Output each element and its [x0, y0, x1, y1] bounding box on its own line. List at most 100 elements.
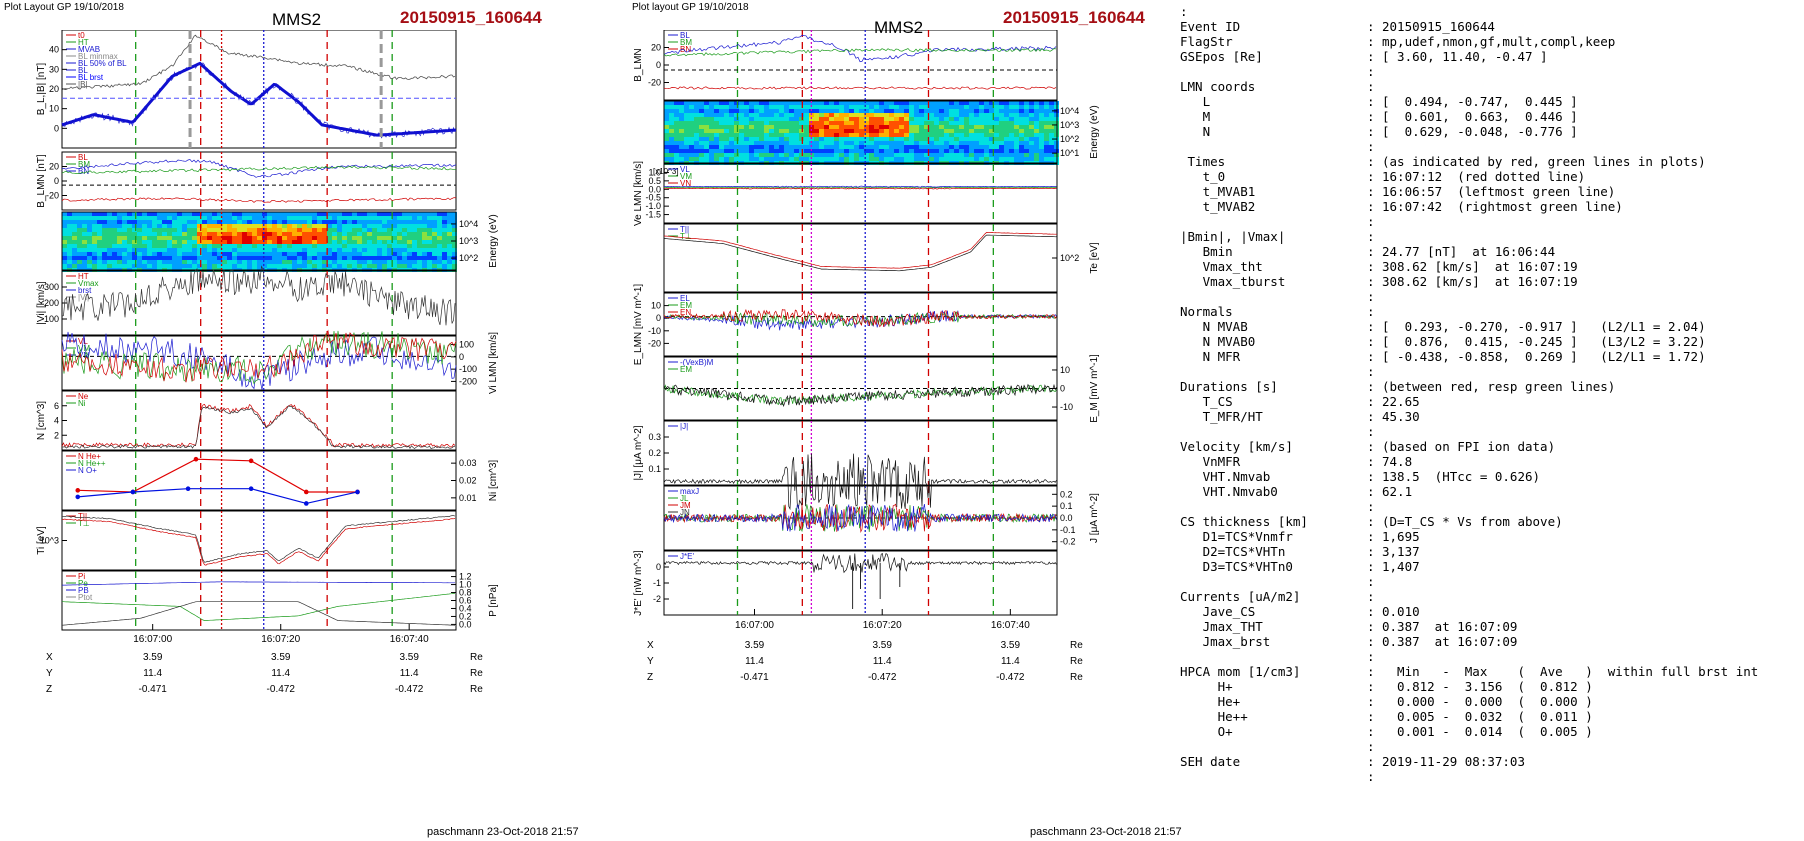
legend-label: BN — [680, 45, 691, 54]
right-tick-label: 10^1 — [1060, 148, 1079, 158]
legend-label: JL — [680, 494, 689, 503]
right-axis-label: Vi LMN [km/s] — [488, 332, 499, 394]
series-bl — [663, 34, 1057, 63]
summary-colon: : — [1367, 724, 1375, 739]
summary-key: VHT.Nmvab0 — [1180, 484, 1278, 499]
series-vl — [61, 331, 457, 390]
summary-key: He++ — [1180, 709, 1248, 724]
series-vn — [61, 329, 457, 383]
right-tick-label: 100 — [459, 340, 474, 350]
legend-label: JN — [680, 508, 690, 517]
summary-key: O+ — [1180, 724, 1233, 739]
legend-label: BL minmax — [78, 52, 118, 61]
summary-key: D3=TCS*VHTn0 — [1180, 559, 1293, 574]
coord-label: Y — [647, 656, 654, 667]
summary-row: Durations [s]: (between red, resp green l… — [1180, 379, 1780, 394]
right-tick-label: 0.4 — [459, 603, 472, 613]
coord-label: Y — [46, 668, 53, 679]
summary-colon: : — [1367, 649, 1375, 664]
left-plot-footer: paschmann 23-Oct-2018 21:57 — [427, 826, 579, 838]
summary-key: Jmax_brst — [1180, 634, 1271, 649]
right-tick-label: -0.1 — [1060, 525, 1076, 535]
summary-row: t_MVAB1:16:06:57 (leftmost green line) — [1180, 184, 1780, 199]
summary-row: LMN coords: — [1180, 79, 1780, 94]
series-vel — [663, 185, 1057, 188]
right-tick-label: 10^4 — [459, 219, 478, 229]
series-bm — [663, 48, 1057, 57]
right-tick-label: 0.2 — [459, 611, 472, 621]
legend-label: VN — [78, 351, 89, 360]
left-spacecraft-title: MMS2 — [272, 10, 322, 29]
summary-colon: : — [1367, 484, 1375, 499]
summary-key: T_CS — [1180, 394, 1233, 409]
summary-row: : — [1180, 214, 1780, 229]
summary-row: N MFR: [ -0.438, -0.858, 0.269 ] (L2/L1 =… — [1180, 349, 1780, 364]
right-tick-label: -200 — [459, 376, 477, 386]
series-tepar — [663, 232, 1057, 269]
summary-row: HPCA mom [1/cm3]: Min - Max ( Ave ) with… — [1180, 664, 1780, 679]
panel-frame — [61, 570, 457, 631]
summary-colon: : — [1367, 244, 1375, 259]
summary-colon: : — [1367, 79, 1375, 94]
y-tick-label: 0 — [54, 123, 59, 133]
summary-key: N MFR — [1180, 349, 1241, 364]
oplus-point — [75, 494, 81, 500]
legend-label: HT — [78, 272, 89, 281]
summary-value: (as indicated by red, green lines in plo… — [1382, 154, 1706, 169]
panel-frame — [61, 151, 457, 211]
y-axis-label: Ti [eV] — [36, 526, 47, 555]
y-tick-label: 0 — [656, 313, 661, 323]
summary-value: 0.812 - 3.156 ( 0.812 ) — [1382, 679, 1593, 694]
legend-label: MVAB — [78, 45, 100, 54]
summary-colon: : — [1367, 409, 1375, 424]
summary-colon: : — [1367, 364, 1375, 379]
summary-value: (based on FPI ion data) — [1382, 439, 1556, 454]
summary-row: : — [1180, 574, 1780, 589]
series-bl — [62, 159, 457, 178]
summary-colon: : — [1367, 139, 1375, 154]
coord-label: X — [46, 652, 53, 663]
legend-label: Pe — [78, 579, 88, 588]
right-plot-header: Plot layout GP 19/10/2018 — [632, 2, 749, 13]
summary-value: 62.1 — [1382, 484, 1413, 499]
summary-key: VHT.Nmvab — [1180, 469, 1271, 484]
summary-top-colon: : — [1180, 4, 1188, 19]
y-axis-label: B_LMN [nT] — [36, 154, 47, 208]
right-axis-label: P [nPa] — [488, 584, 499, 617]
legend-label: VN — [680, 179, 691, 188]
summary-row: VHT.Nmvab0:62.1 — [1180, 484, 1780, 499]
coord-value: -0.471 — [138, 684, 167, 695]
coord-value: -0.472 — [996, 672, 1025, 683]
summary-colon: : — [1367, 199, 1375, 214]
series-ptot — [62, 581, 455, 586]
series-vem — [663, 186, 1057, 189]
summary-row: L: [ 0.494, -0.747, 0.445 ] — [1180, 94, 1780, 109]
panel-frame — [663, 292, 1058, 357]
time-tick-label: 16:07:20 — [261, 634, 300, 645]
summary-key: He+ — [1180, 694, 1241, 709]
coord-value: 3.59 — [143, 652, 163, 663]
y-tick-label: -20 — [46, 191, 59, 201]
panel-frame — [663, 30, 1058, 101]
coord-value: -0.472 — [395, 684, 424, 695]
oplus-point — [130, 489, 136, 495]
he2-point — [248, 458, 254, 464]
summary-value: (D=T_CS * Vs from above) — [1382, 514, 1563, 529]
summary-colon: : — [1367, 574, 1375, 589]
summary-key: Bmin — [1180, 244, 1233, 259]
summary-colon: : — [1367, 229, 1375, 244]
summary-colon: : — [1367, 394, 1375, 409]
panel-frame — [61, 390, 457, 451]
right-tick-label: 10^2 — [1060, 253, 1079, 263]
coord-value: 11.4 — [143, 668, 162, 679]
legend-label: BL 50% of BL — [78, 59, 127, 68]
right-tick-label: 10^3 — [1060, 120, 1079, 130]
y-tick-label: 0.0 — [648, 184, 661, 194]
series-vexb — [663, 383, 1057, 408]
coord-unit: Re — [470, 668, 483, 679]
legend-label: |J| — [680, 422, 688, 431]
summary-colon: : — [1367, 19, 1375, 34]
oplus-point — [303, 501, 309, 506]
summary-colon: : — [1367, 769, 1375, 784]
legend-label: maxJ — [680, 487, 699, 496]
